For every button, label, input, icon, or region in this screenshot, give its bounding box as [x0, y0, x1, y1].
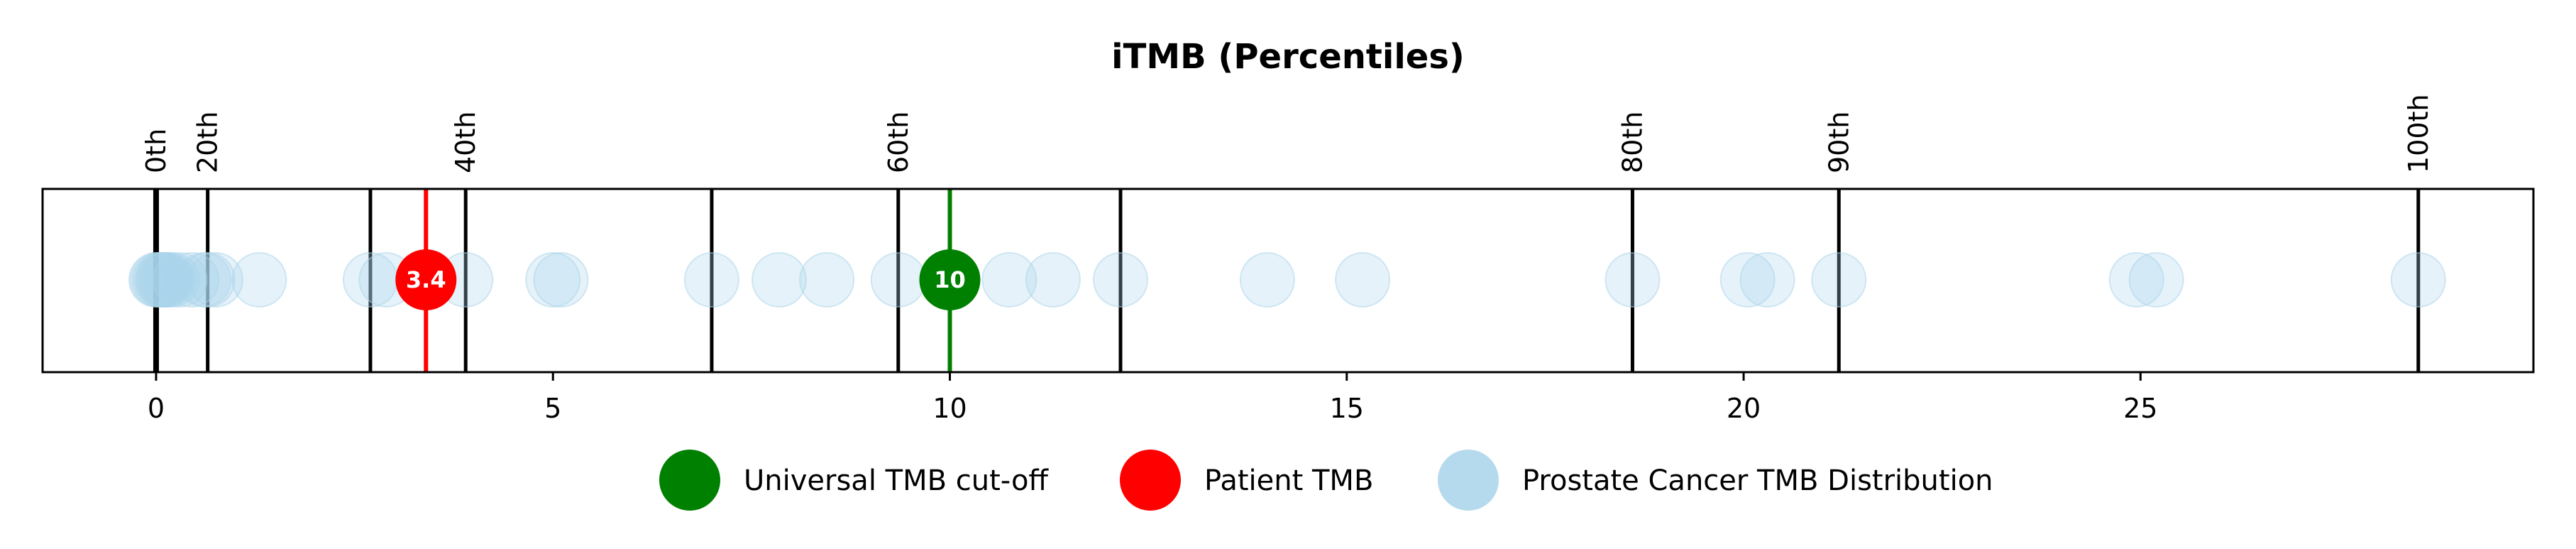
- percentile-lines: [153, 189, 2421, 372]
- distribution-point: [525, 252, 581, 308]
- x-tick-label: 25: [2123, 393, 2157, 424]
- distribution-point: [981, 252, 1037, 308]
- legend-swatch: [1438, 450, 1499, 511]
- percentile-label: 90th: [1823, 112, 1854, 173]
- legend: Universal TMB cut-off Patient TMB Prostate…: [659, 450, 1993, 511]
- distribution-point: [2128, 252, 2184, 308]
- distribution-point: [533, 252, 589, 308]
- distribution-points: [128, 252, 2446, 308]
- percentile-label: 60th: [883, 112, 914, 173]
- distribution-point: [2108, 252, 2164, 308]
- distribution-point: [144, 252, 200, 308]
- legend-label: Prostate Cancer TMB Distribution: [1522, 464, 1993, 497]
- x-tick-label: 0: [148, 393, 165, 424]
- legend-swatch: [659, 450, 720, 511]
- marker-value-label: 10: [934, 266, 966, 293]
- distribution-point: [231, 252, 287, 308]
- distribution-point: [164, 252, 220, 308]
- distribution-point: [1239, 252, 1295, 308]
- percentile-label: 80th: [1617, 112, 1648, 173]
- distribution-point: [870, 252, 926, 308]
- legend-label: Patient TMB: [1204, 464, 1373, 497]
- patient-tmb-marker: [395, 249, 457, 310]
- percentile-label: 0th: [141, 129, 172, 173]
- percentile-label: 40th: [450, 112, 481, 173]
- x-tick-label: 5: [544, 393, 561, 424]
- distribution-point: [187, 252, 243, 308]
- distribution-point: [1092, 252, 1148, 308]
- marker-value-label: 3.4: [406, 266, 446, 293]
- distribution-point: [180, 252, 236, 308]
- percentile-label: 100th: [2403, 94, 2434, 173]
- plot-frame: [41, 187, 2535, 374]
- percentile-labels: 0th 20th 40th 60th 80th 90th 100th: [141, 94, 2434, 173]
- x-tick-label: 20: [1727, 393, 1761, 424]
- distribution-point: [152, 252, 208, 308]
- distribution-point: [752, 252, 808, 308]
- chart-title: iTMB (Percentiles): [1111, 37, 1465, 77]
- distribution-point: [1335, 252, 1391, 308]
- highlight-markers: 3.4 10: [395, 189, 981, 372]
- x-tick-label: 10: [932, 393, 967, 424]
- distribution-point: [799, 252, 855, 308]
- x-axis-ticks: 0 5 10 15 20 25: [148, 372, 2157, 424]
- legend-label: Universal TMB cut-off: [744, 464, 1049, 497]
- distribution-point: [683, 252, 739, 308]
- distribution-point: [1025, 252, 1081, 308]
- legend-swatch: [1120, 450, 1181, 511]
- x-tick-label: 15: [1330, 393, 1364, 424]
- percentile-label: 20th: [192, 112, 224, 173]
- distribution-point: [1739, 252, 1795, 308]
- universal-tmb-cut-off-marker: [919, 249, 981, 310]
- distribution-point: [1605, 252, 1661, 308]
- distribution-point: [1811, 252, 1867, 308]
- distribution-point: [1719, 252, 1776, 308]
- distribution-point: [2390, 252, 2446, 308]
